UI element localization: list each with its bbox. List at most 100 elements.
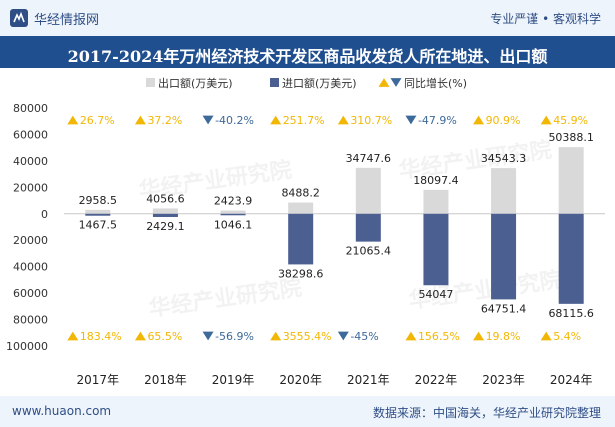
export-value-label: 8488.2 [281,187,320,200]
import-value-label: 38298.6 [278,267,324,280]
x-category-label: 2024年 [550,373,593,387]
import-growth-label: 5.4% [553,330,581,343]
y-tick-label: 40000 [13,155,48,168]
y-tick-label: 100000 [6,340,48,353]
y-tick-label: 80000 [13,102,48,115]
export-value-label: 2958.5 [79,194,118,207]
export-value-label: 34543.3 [481,152,527,165]
export-growth-label: 90.9% [486,114,521,127]
footer-bar: www.huaon.com 数据来源：中国海关，华经产业研究院整理 [0,396,615,427]
export-bar [355,167,381,214]
import-bar [558,213,584,304]
export-bar [423,189,449,214]
import-growth-label: 65.5% [147,330,182,343]
y-tick-label: 0 [41,208,48,221]
import-value-label: 1046.1 [214,218,253,231]
export-growth-label: 251.7% [283,114,325,127]
y-tick-label: 60000 [13,128,48,141]
export-growth-label: -40.2% [215,114,254,127]
export-bar [220,210,246,214]
data-source: 数据来源：中国海关，华经产业研究院整理 [372,406,601,420]
import-growth-down-icon [337,331,349,341]
import-value-label: 1467.5 [79,219,118,232]
import-bar [152,213,178,217]
import-value-label: 2429.1 [146,220,185,233]
import-growth-label: 3555.4% [283,330,332,343]
import-growth-up-icon [270,331,282,341]
x-category-label: 2023年 [482,373,525,387]
y-tick-label: 20000 [13,234,48,247]
export-value-label: 50388.1 [548,131,594,144]
chart-title: 2017-2024年万州经济技术开发区商品收发货人所在地进、出口额 [67,47,548,66]
export-bar [85,209,111,214]
import-bar [220,213,246,216]
y-tick-label: 20000 [13,181,48,194]
import-growth-label: 183.4% [80,330,122,343]
import-growth-up-icon [67,331,79,341]
export-growth-up-icon [540,115,552,125]
import-growth-label: -45% [350,330,378,343]
x-category-label: 2017年 [77,373,120,387]
import-bar [423,213,449,286]
import-growth-up-icon [473,331,485,341]
import-growth-label: 156.5% [418,330,460,343]
import-bar [288,213,314,265]
watermark-text: 华经产业研究院 [147,275,303,322]
legend-growth-down-icon [390,78,402,87]
brand-name: 华经情报网 [34,13,100,28]
export-growth-label: 310.7% [350,114,392,127]
website-link[interactable]: www.huaon.com [12,404,112,418]
export-value-label: 4056.6 [146,192,185,205]
import-growth-label: 19.8% [486,330,521,343]
export-value-label: 34747.6 [346,152,392,165]
legend-import-label: 进口额(万美元) [282,77,357,90]
import-growth-up-icon [540,331,552,341]
y-tick-label: 40000 [13,261,48,274]
x-category-label: 2019年 [212,373,255,387]
export-growth-label: 26.7% [80,114,115,127]
export-growth-up-icon [67,115,79,125]
x-category-label: 2022年 [415,373,458,387]
export-growth-up-icon [134,115,146,125]
y-tick-label: 60000 [13,287,48,300]
export-growth-up-icon [473,115,485,125]
import-growth-up-icon [134,331,146,341]
import-value-label: 64751.4 [481,302,527,315]
export-growth-up-icon [270,115,282,125]
import-value-label: 54047 [418,288,453,301]
import-bar [491,213,517,300]
import-growth-label: -56.9% [215,330,254,343]
export-value-label: 18097.4 [413,174,459,187]
export-value-label: 2423.9 [214,195,253,208]
legend-import-swatch [270,78,279,87]
export-bar [152,208,178,214]
import-bar [85,213,111,216]
export-growth-label: 45.9% [553,114,588,127]
import-growth-up-icon [405,331,417,341]
import-growth-down-icon [202,331,214,341]
legend-growth-up-icon [378,78,390,87]
x-category-label: 2021年 [347,373,390,387]
import-value-label: 68115.6 [548,307,594,320]
huaon-logo-icon [10,9,28,27]
import-value-label: 21065.4 [346,245,392,258]
x-category-label: 2018年 [144,373,187,387]
x-category-label: 2020年 [279,373,322,387]
legend-export-swatch [146,78,155,87]
legend-growth-label: 同比增长(%) [404,76,467,90]
tagline: 专业严谨 • 客观科学 [490,12,601,26]
export-growth-up-icon [337,115,349,125]
export-growth-label: 37.2% [147,114,182,127]
export-growth-down-icon [202,115,214,125]
export-bar [491,168,517,214]
export-growth-down-icon [405,115,417,125]
export-bar [558,147,584,214]
import-bar [355,213,381,242]
export-growth-label: -47.9% [418,114,457,127]
title-bar: 2017-2024年万州经济技术开发区商品收发货人所在地进、出口额 [0,36,615,68]
top-bar: 华经情报网 专业严谨 • 客观科学 [0,0,615,36]
legend-export-label: 出口额(万美元) [158,76,233,90]
y-tick-label: 80000 [13,314,48,327]
